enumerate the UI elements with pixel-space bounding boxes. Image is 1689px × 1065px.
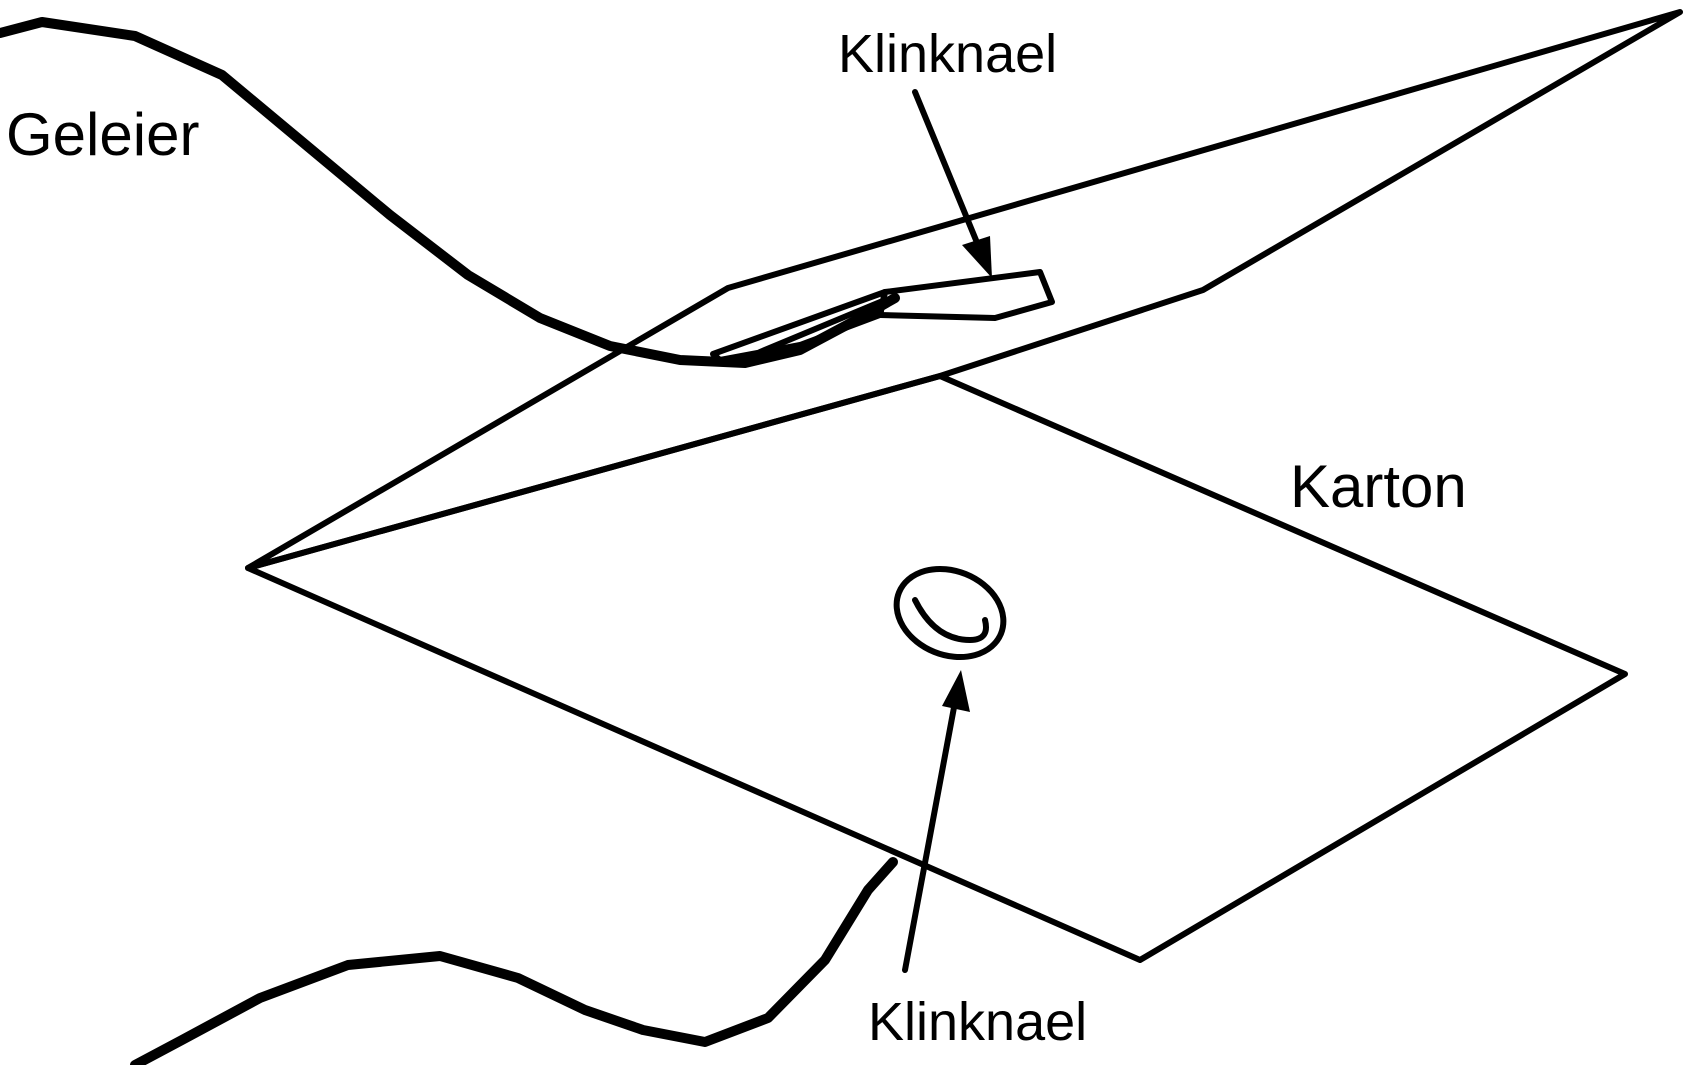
arrow-clip-top bbox=[912, 89, 992, 278]
label-card: Karton bbox=[1290, 453, 1467, 520]
cardboard-sheet bbox=[245, 373, 1628, 963]
label-clip-bottom: Klinknael bbox=[868, 992, 1087, 1052]
wire-bottom bbox=[130, 857, 898, 1065]
rivet-clip-top bbox=[710, 269, 1055, 363]
rivet-clip-bottom bbox=[893, 565, 1007, 661]
label-wire: Geleier bbox=[6, 101, 199, 168]
wire-top bbox=[0, 17, 900, 368]
label-clip-top: Klinknael bbox=[838, 24, 1057, 84]
arrow-clip-bottom bbox=[902, 670, 970, 973]
